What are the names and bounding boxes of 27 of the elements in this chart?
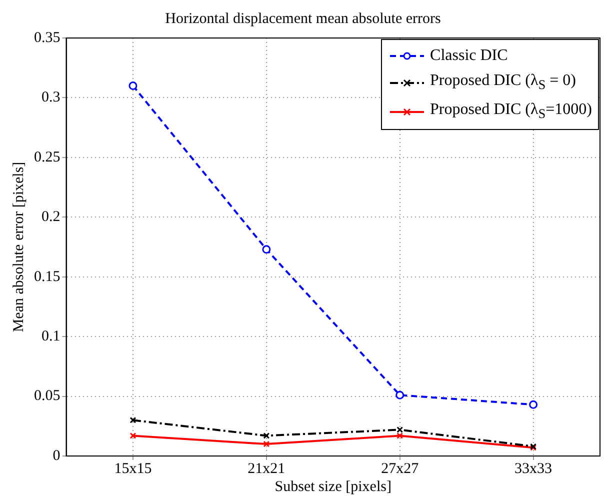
- point: [529, 400, 538, 409]
- y-tick-label: 0.25: [34, 149, 60, 166]
- y-tick-label: 0.05: [34, 388, 60, 404]
- x-axis-title: Subset size [pixels]: [274, 478, 392, 495]
- legend-label: Proposed DIC (λ$_{S}$ = 0): [430, 71, 576, 94]
- y-axis-title: Mean absolute error [pixels]: [10, 162, 27, 332]
- x-tick-label: 15x15: [114, 460, 152, 477]
- legend-label: Classic DIC: [430, 46, 508, 66]
- point: [263, 440, 270, 448]
- y-tick-label: 0.2: [42, 209, 60, 226]
- point: [396, 426, 404, 433]
- y-tick-label: 0.35: [34, 30, 60, 46]
- point: [262, 245, 271, 254]
- point: [396, 390, 404, 400]
- point: [396, 432, 404, 439]
- y-tick-label: 0: [52, 448, 60, 464]
- x-tick-label: 27x27: [381, 460, 420, 477]
- point: [128, 82, 138, 90]
- x-tick-label: 21x21: [248, 460, 286, 477]
- y-tick-label: 0.3: [42, 90, 60, 106]
- point: [263, 432, 270, 439]
- point: [130, 416, 136, 424]
- y-tick-label: 0.15: [34, 268, 60, 285]
- y-tick-label: 0.1: [42, 328, 60, 345]
- legend-label: Proposed DIC (λ$_{S}$=1000): [430, 100, 592, 124]
- x-tick-label: 33x33: [514, 460, 552, 477]
- chart-title: Horizontal displacement mean absolute errors: [165, 10, 442, 27]
